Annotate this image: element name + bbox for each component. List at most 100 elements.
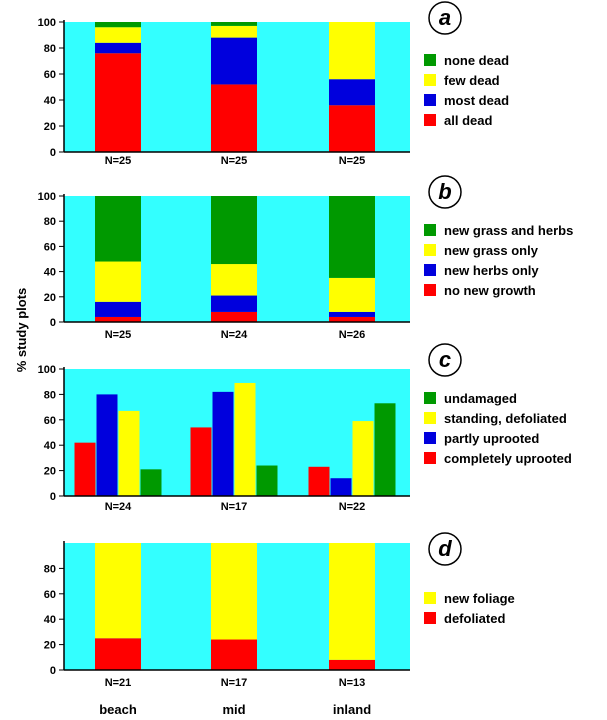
bar (212, 391, 234, 496)
site-label-beach: beach (99, 702, 137, 717)
y-tick-label: 0 (50, 147, 56, 159)
y-tick-label: 100 (38, 364, 56, 376)
bar (96, 394, 118, 496)
category-label: N=17 (221, 501, 248, 513)
legend-label: completely uprooted (444, 451, 572, 466)
y-tick-label: 100 (38, 191, 56, 203)
legend-label: new foliage (444, 591, 515, 606)
category-label: N=13 (339, 677, 366, 689)
panel-c: 0 20 40 60 80 100 N=24 N=17 N=22 c undamaged standi… (38, 343, 572, 513)
bar (308, 466, 330, 496)
y-tick-label: 60 (44, 69, 56, 81)
legend-label: most dead (444, 93, 509, 108)
bar (352, 421, 374, 496)
bar-segment (329, 79, 375, 106)
legend-swatch (424, 284, 436, 296)
legend-swatch (424, 392, 436, 404)
y-tick-label: 80 (44, 563, 56, 575)
y-tick-label: 80 (44, 389, 56, 401)
category-label: N=17 (221, 677, 248, 689)
legend-label: none dead (444, 53, 509, 68)
bar (256, 465, 278, 496)
bar-segment (329, 105, 375, 152)
bar-segment (211, 543, 257, 640)
y-tick-label: 0 (50, 317, 56, 329)
site-label-mid: mid (222, 702, 245, 717)
legend-label: standing, defoliated (444, 411, 567, 426)
y-tick-label: 20 (44, 292, 56, 304)
legend-label: no new growth (444, 283, 536, 298)
category-label: N=24 (221, 329, 248, 341)
legend-swatch (424, 244, 436, 256)
panel-badge (428, 1, 462, 35)
bar-segment (329, 277, 375, 312)
legend-swatch (424, 412, 436, 424)
legend-label: all dead (444, 113, 492, 128)
bar (190, 427, 212, 496)
y-tick-label: 100 (38, 17, 56, 29)
y-tick-label: 20 (44, 466, 56, 478)
y-tick-label: 20 (44, 640, 56, 652)
y-tick-label: 60 (44, 589, 56, 601)
bar-segment (211, 84, 257, 152)
bar-segment (329, 196, 375, 278)
bar-segment (211, 311, 257, 322)
bar-segment (211, 639, 257, 670)
bar-segment (329, 22, 375, 80)
panel-badge (428, 343, 462, 377)
bar-segment (95, 316, 141, 322)
legend-swatch (424, 224, 436, 236)
panels: 0 20 40 60 80 100 N=25 N=25 N=25 a none dead few de… (38, 1, 573, 689)
y-tick-label: 60 (44, 415, 56, 427)
bar (374, 403, 396, 496)
bar-segment (95, 196, 141, 262)
category-label: N=25 (105, 329, 132, 341)
bar-segment (211, 25, 257, 38)
panel-label: c (439, 347, 451, 372)
bar-segment (211, 37, 257, 85)
legend-swatch (424, 452, 436, 464)
bar-segment (329, 311, 375, 317)
panel-d: 0 20 40 60 80 N=21 N=17 N=13 d new foliage defolia… (44, 532, 515, 689)
legend-swatch (424, 592, 436, 604)
bar-segment (211, 264, 257, 296)
bar-segment (95, 301, 141, 317)
legend-swatch (424, 94, 436, 106)
y-tick-label: 0 (50, 665, 56, 677)
category-label: N=25 (221, 155, 248, 167)
bar-segment (95, 261, 141, 302)
site-label-inland: inland (333, 702, 371, 717)
panel-label: d (438, 536, 452, 561)
legend-label: new grass and herbs (444, 223, 573, 238)
y-tick-label: 0 (50, 491, 56, 503)
bar-segment (95, 543, 141, 639)
category-label: N=24 (105, 501, 132, 513)
panel-b: 0 20 40 60 80 100 N=25 N=24 N=26 b new grass and h… (38, 175, 573, 341)
bar-segment (95, 42, 141, 54)
bar-segment (95, 27, 141, 43)
legend-swatch (424, 114, 436, 126)
y-tick-label: 40 (44, 267, 56, 279)
bar-segment (211, 295, 257, 312)
panel-label: b (438, 179, 451, 204)
y-axis-label: % study plots (14, 288, 29, 373)
y-tick-label: 60 (44, 241, 56, 253)
bar (140, 469, 162, 496)
bar (74, 442, 96, 496)
panel-a: 0 20 40 60 80 100 N=25 N=25 N=25 a none dead few de… (38, 1, 509, 167)
legend-swatch (424, 74, 436, 86)
bar (330, 478, 352, 496)
bar-segment (211, 22, 257, 26)
bar (234, 382, 256, 496)
legend-label: defoliated (444, 611, 505, 626)
bar (118, 410, 140, 496)
y-tick-label: 20 (44, 121, 56, 133)
category-label: N=25 (339, 155, 366, 167)
legend-label: partly uprooted (444, 431, 539, 446)
y-tick-label: 80 (44, 43, 56, 55)
legend-label: new herbs only (444, 263, 539, 278)
bar-segment (95, 22, 141, 28)
bar-segment (329, 543, 375, 660)
y-tick-label: 40 (44, 95, 56, 107)
panel-badge (428, 532, 462, 566)
